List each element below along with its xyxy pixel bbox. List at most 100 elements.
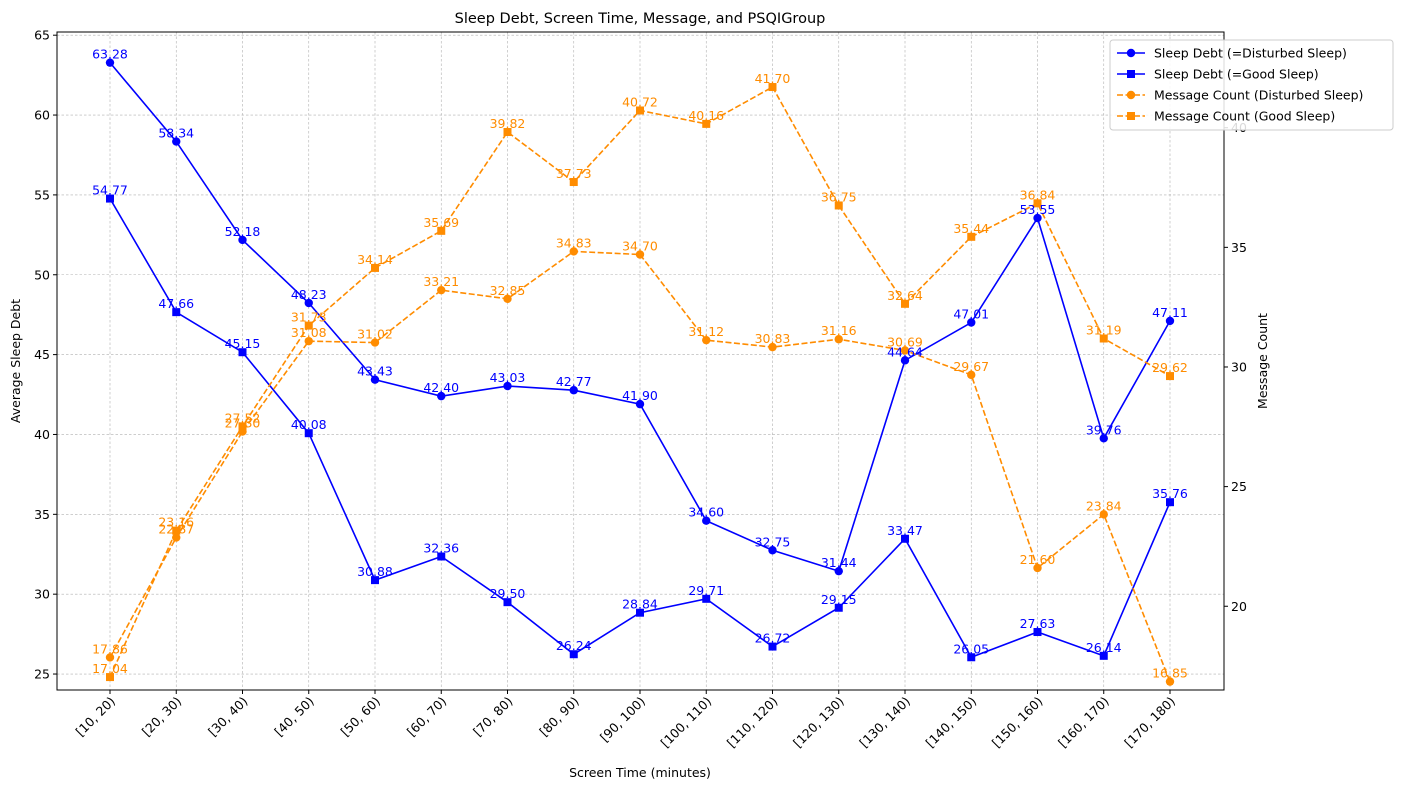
x-tick-label: [110, 120) <box>724 694 781 751</box>
x-axis-label: Screen Time (minutes) <box>569 765 711 780</box>
data-point <box>1165 677 1175 686</box>
data-label: 31.19 <box>1086 323 1122 338</box>
data-point <box>901 299 909 308</box>
data-point <box>901 534 909 543</box>
data-point <box>1099 651 1108 660</box>
data-point <box>967 653 976 662</box>
y-tick-label-right: 25 <box>1231 479 1247 494</box>
data-label: 31.08 <box>291 325 327 340</box>
plot-frame <box>56 31 1225 691</box>
y-tick-label-left: 55 <box>34 187 50 202</box>
data-point <box>1165 316 1175 326</box>
y-axis-left-label: Average Sleep Debt <box>8 299 23 423</box>
data-point <box>106 194 114 203</box>
data-label: 29.71 <box>688 583 724 598</box>
data-label: 52.18 <box>225 224 261 239</box>
data-point <box>636 608 644 617</box>
x-tick-label: [120, 130) <box>790 694 847 751</box>
data-label: 47.66 <box>158 296 194 311</box>
data-point <box>702 119 711 128</box>
data-point <box>106 673 114 682</box>
data-label: 37.73 <box>556 166 592 181</box>
data-point <box>834 566 843 576</box>
x-tick-label: [40, 50) <box>271 694 317 740</box>
data-label: 32.75 <box>755 534 791 549</box>
legend-box <box>1109 39 1394 131</box>
x-tick-label: [150, 160) <box>989 694 1046 751</box>
data-label: 40.16 <box>688 108 724 123</box>
data-point <box>1099 334 1108 343</box>
data-point <box>967 370 976 380</box>
y-tick-label-left: 50 <box>34 267 50 282</box>
data-label: 47.11 <box>1152 305 1188 320</box>
data-label: 41.70 <box>755 71 791 86</box>
data-label: 48.23 <box>291 287 327 302</box>
data-point <box>702 516 711 525</box>
y-axis-right-label: Message Count <box>1255 313 1270 409</box>
data-label: 31.02 <box>357 327 393 342</box>
data-label: 16.85 <box>1152 666 1188 681</box>
series-line <box>109 85 1171 678</box>
data-label: 32.85 <box>490 283 526 298</box>
data-label: 32.64 <box>887 288 923 303</box>
data-point <box>304 298 313 308</box>
data-label: 34.14 <box>357 252 393 267</box>
x-tick-label: [60, 70) <box>404 694 450 740</box>
data-label: 30.83 <box>755 331 791 346</box>
data-point <box>768 642 777 651</box>
data-label: 29.62 <box>1152 360 1188 375</box>
data-label: 17.86 <box>92 641 128 656</box>
data-label: 39.76 <box>1086 422 1122 437</box>
data-label: 26.05 <box>953 641 989 656</box>
data-point <box>238 422 247 431</box>
data-label: 54.77 <box>92 183 128 198</box>
data-label: 17.04 <box>92 661 128 676</box>
data-label: 30.88 <box>357 564 393 579</box>
data-label: 29.15 <box>821 592 857 607</box>
y-tick-label-right: 20 <box>1231 599 1247 614</box>
data-point <box>172 526 181 535</box>
data-label: 45.15 <box>225 336 261 351</box>
data-label: 34.60 <box>688 505 724 520</box>
data-label: 22.87 <box>158 522 194 537</box>
data-label: 35.44 <box>953 221 989 236</box>
data-label: 36.84 <box>1020 187 1056 202</box>
data-point <box>370 338 380 347</box>
data-label: 31.16 <box>821 323 857 338</box>
legend-marker <box>1127 112 1135 120</box>
legend-entry: Sleep Debt (=Good Sleep) <box>1154 67 1319 82</box>
data-point <box>503 598 512 607</box>
data-label: 33.47 <box>887 523 923 538</box>
grid <box>57 32 1224 690</box>
data-label: 27.52 <box>225 410 261 425</box>
data-point <box>238 235 247 245</box>
data-label: 27.63 <box>1020 616 1056 631</box>
x-tick-label: [20, 30) <box>139 694 185 740</box>
data-point <box>1099 434 1108 443</box>
legend-marker <box>1126 48 1136 58</box>
data-label: 36.75 <box>821 189 857 204</box>
chart-title: Sleep Debt, Screen Time, Message, and PS… <box>455 11 826 27</box>
data-label: 43.43 <box>357 364 393 379</box>
x-tick-label: [100, 110) <box>658 694 715 751</box>
data-point <box>437 552 446 561</box>
data-label: 29.50 <box>490 586 526 601</box>
data-point <box>238 348 247 357</box>
x-tick-label: [50, 60) <box>338 694 384 740</box>
y-tick-label-left: 35 <box>34 507 50 522</box>
data-point <box>437 391 446 401</box>
data-label: 44.64 <box>887 344 923 359</box>
data-label: 47.01 <box>953 307 989 322</box>
data-label: 31.12 <box>688 324 724 339</box>
legend: Sleep Debt (=Disturbed Sleep) Sleep Debt … <box>1109 39 1394 131</box>
data-label: 34.70 <box>622 239 658 254</box>
data-label: 63.28 <box>92 47 128 62</box>
y-tick-label-right: 35 <box>1231 240 1247 255</box>
data-label: 34.83 <box>556 235 592 250</box>
x-tick-label: [140, 150) <box>923 694 980 751</box>
data-label: 39.82 <box>490 116 526 131</box>
data-point <box>1033 213 1042 223</box>
x-tick-label: [90, 100) <box>597 694 648 745</box>
data-point <box>900 356 910 365</box>
data-label: 23.16 <box>158 515 194 530</box>
